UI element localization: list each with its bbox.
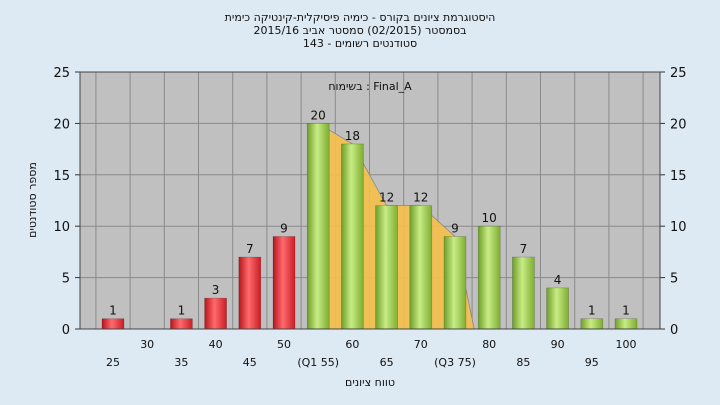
y-tick-label-left: 15 [53,169,70,184]
bar-value-label: 3 [212,283,220,297]
histogram-bar [614,318,638,330]
x-tick-label: 90 [551,338,565,351]
bar-value-label: 1 [588,304,596,318]
histogram-bar [375,205,398,330]
y-tick-label-left: 10 [53,220,70,235]
chart-annotation: בשימוח : Final_A [328,80,412,93]
bar-value-label: 1 [109,304,117,318]
y-tick-label-right: 10 [670,220,687,235]
bar-value-label: 9 [280,221,288,235]
x-tick-label: 65 [380,356,394,369]
bar-value-label: 7 [246,242,254,256]
bar-value-label: 1 [178,304,186,318]
y-tick-label-right: 0 [670,323,678,338]
bar-value-label: 9 [451,221,459,235]
x-tick-label: 100 [616,338,637,351]
x-tick-label: 30 [140,338,154,351]
bar-value-label: 20 [311,108,326,122]
x-tick-label: 80 [482,338,496,351]
plot-frame [79,71,661,330]
histogram-bar [204,297,227,330]
histogram-bar [409,205,433,330]
histogram-bar [272,236,296,330]
histogram-bar [238,256,262,330]
histogram-bar [443,236,467,330]
histogram-bar [546,287,569,330]
histogram-bar [512,256,535,330]
x-tick-label: 40 [209,338,223,351]
y-tick-label-right: 25 [670,66,687,81]
x-tick-label: 95 [585,356,599,369]
chart-title-line-2: בסמסטר (02/2015) סמסטר אביב 2015/16 [253,24,467,37]
histogram-bar [477,225,501,330]
x-axis-label: טווח ציונים [345,376,395,389]
y-tick-label-right: 20 [670,117,687,132]
histogram-bar [341,143,364,330]
y-tick-label-left: 20 [53,117,70,132]
bar-value-label: 10 [482,211,497,225]
chart-title-line-1: היסטוגרמת ציונים בקורס - כימיה פיסיקלית-… [224,11,496,24]
chart-title-line-3: סטודנטים רשומים - 143 [302,37,418,50]
x-tick-label: 45 [243,356,257,369]
bar-value-label: 12 [413,191,428,205]
y-tick-label-right: 5 [670,272,678,287]
x-tick-label: (Q3 75) [434,356,476,369]
y-tick-label-left: 0 [62,323,70,338]
bar-value-label: 4 [554,273,562,287]
histogram-bar [101,318,125,330]
bar-value-label: 7 [520,242,528,256]
bar-value-label: 18 [345,129,360,143]
histogram-bar [170,318,193,330]
x-tick-label: 60 [345,338,359,351]
y-tick-label-right: 15 [670,169,687,184]
histogram-bar [580,318,604,330]
bar-value-label: 12 [379,191,394,205]
y-tick-label-left: 25 [53,66,70,81]
y-axis-label: מספר סטודנטים [26,162,39,238]
x-tick-label: 35 [174,356,188,369]
x-tick-label: (Q1 55) [297,356,339,369]
x-tick-label: 50 [277,338,291,351]
x-tick-label: 85 [516,356,530,369]
bar-value-label: 1 [622,304,630,318]
histogram-bar [306,123,330,330]
x-tick-label: 25 [106,356,120,369]
x-tick-label: 70 [414,338,428,351]
y-tick-label-left: 5 [62,272,70,287]
